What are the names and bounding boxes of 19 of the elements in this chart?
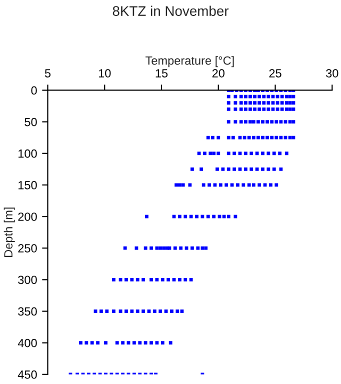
x-tick-label: 20 <box>212 69 224 78</box>
y-tick-label: 200 <box>18 212 37 221</box>
y-tick-label: 100 <box>18 149 37 158</box>
y-tick-label: 150 <box>18 180 37 190</box>
y-tick-label: 350 <box>18 307 37 316</box>
y-tick-label: 400 <box>18 338 37 348</box>
x-axis-title: Temperature [°C] <box>146 56 234 68</box>
y-tick-label: 450 <box>18 370 37 379</box>
y-axis-title: Depth [m] <box>4 208 15 257</box>
x-tick-label: 25 <box>269 69 282 78</box>
y-tick-label: 300 <box>18 276 37 284</box>
chart-title: 8KTZ in November <box>112 6 229 16</box>
y-tick-label: 250 <box>18 244 37 252</box>
x-tick-label: 30 <box>326 69 338 78</box>
x-tick-label: 15 <box>156 69 168 78</box>
y-tick-label: 0 <box>31 86 37 95</box>
x-tick-label: 5 <box>44 69 51 78</box>
x-tick-label: 10 <box>98 69 111 78</box>
y-tick-label: 50 <box>24 118 37 126</box>
